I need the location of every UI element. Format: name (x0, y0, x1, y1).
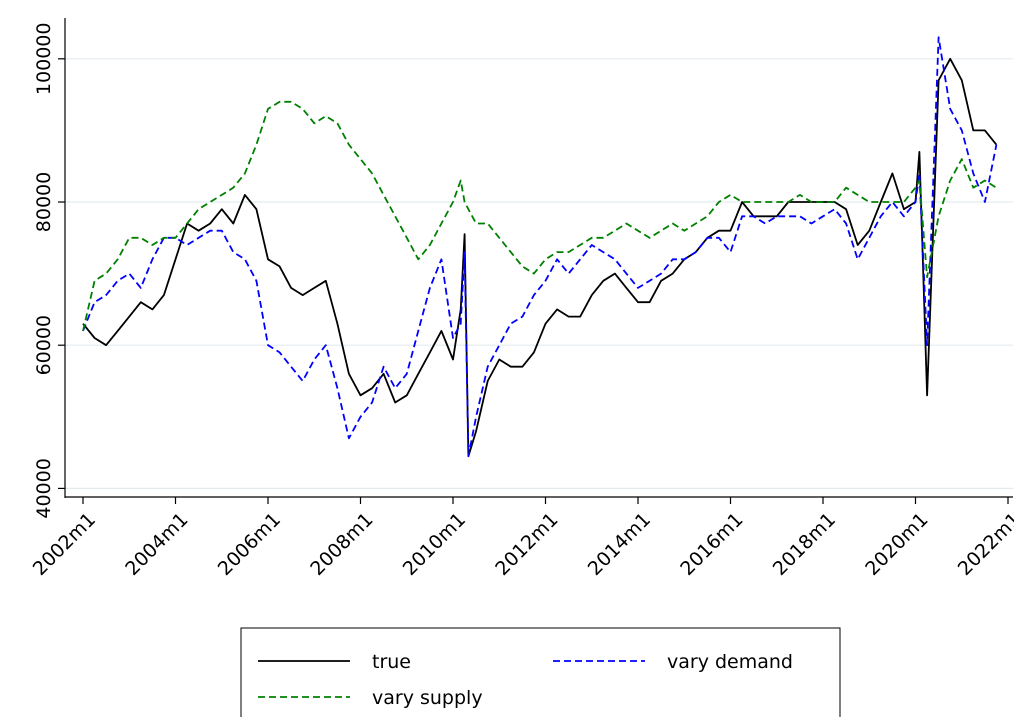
x-tick-label: 2004m1 (121, 509, 192, 580)
x-tick-label: 2014m1 (584, 509, 655, 580)
y-tick-label: 40000 (33, 458, 55, 518)
x-tick-label: 2022m1 (954, 509, 1014, 580)
legend-label: vary demand (667, 651, 793, 673)
x-tick-label: 2020m1 (861, 509, 932, 580)
legend-box (240, 627, 841, 717)
x-tick-label: 2008m1 (306, 509, 377, 580)
x-tick-label: 2010m1 (399, 509, 470, 580)
y-tick-label: 100000 (33, 23, 55, 96)
x-tick-label: 2012m1 (491, 509, 562, 580)
series-line (82, 36, 998, 458)
x-tick-label: 2016m1 (676, 509, 747, 580)
x-tick-label: 2006m1 (214, 509, 285, 580)
legend-label: vary supply (372, 687, 483, 709)
y-tick-label: 60000 (33, 315, 55, 375)
y-tick-label: 80000 (33, 172, 55, 232)
series-line (82, 57, 998, 458)
series-line (82, 100, 997, 332)
legend-label: true (372, 651, 411, 673)
x-tick-label: 2018m1 (769, 509, 840, 580)
